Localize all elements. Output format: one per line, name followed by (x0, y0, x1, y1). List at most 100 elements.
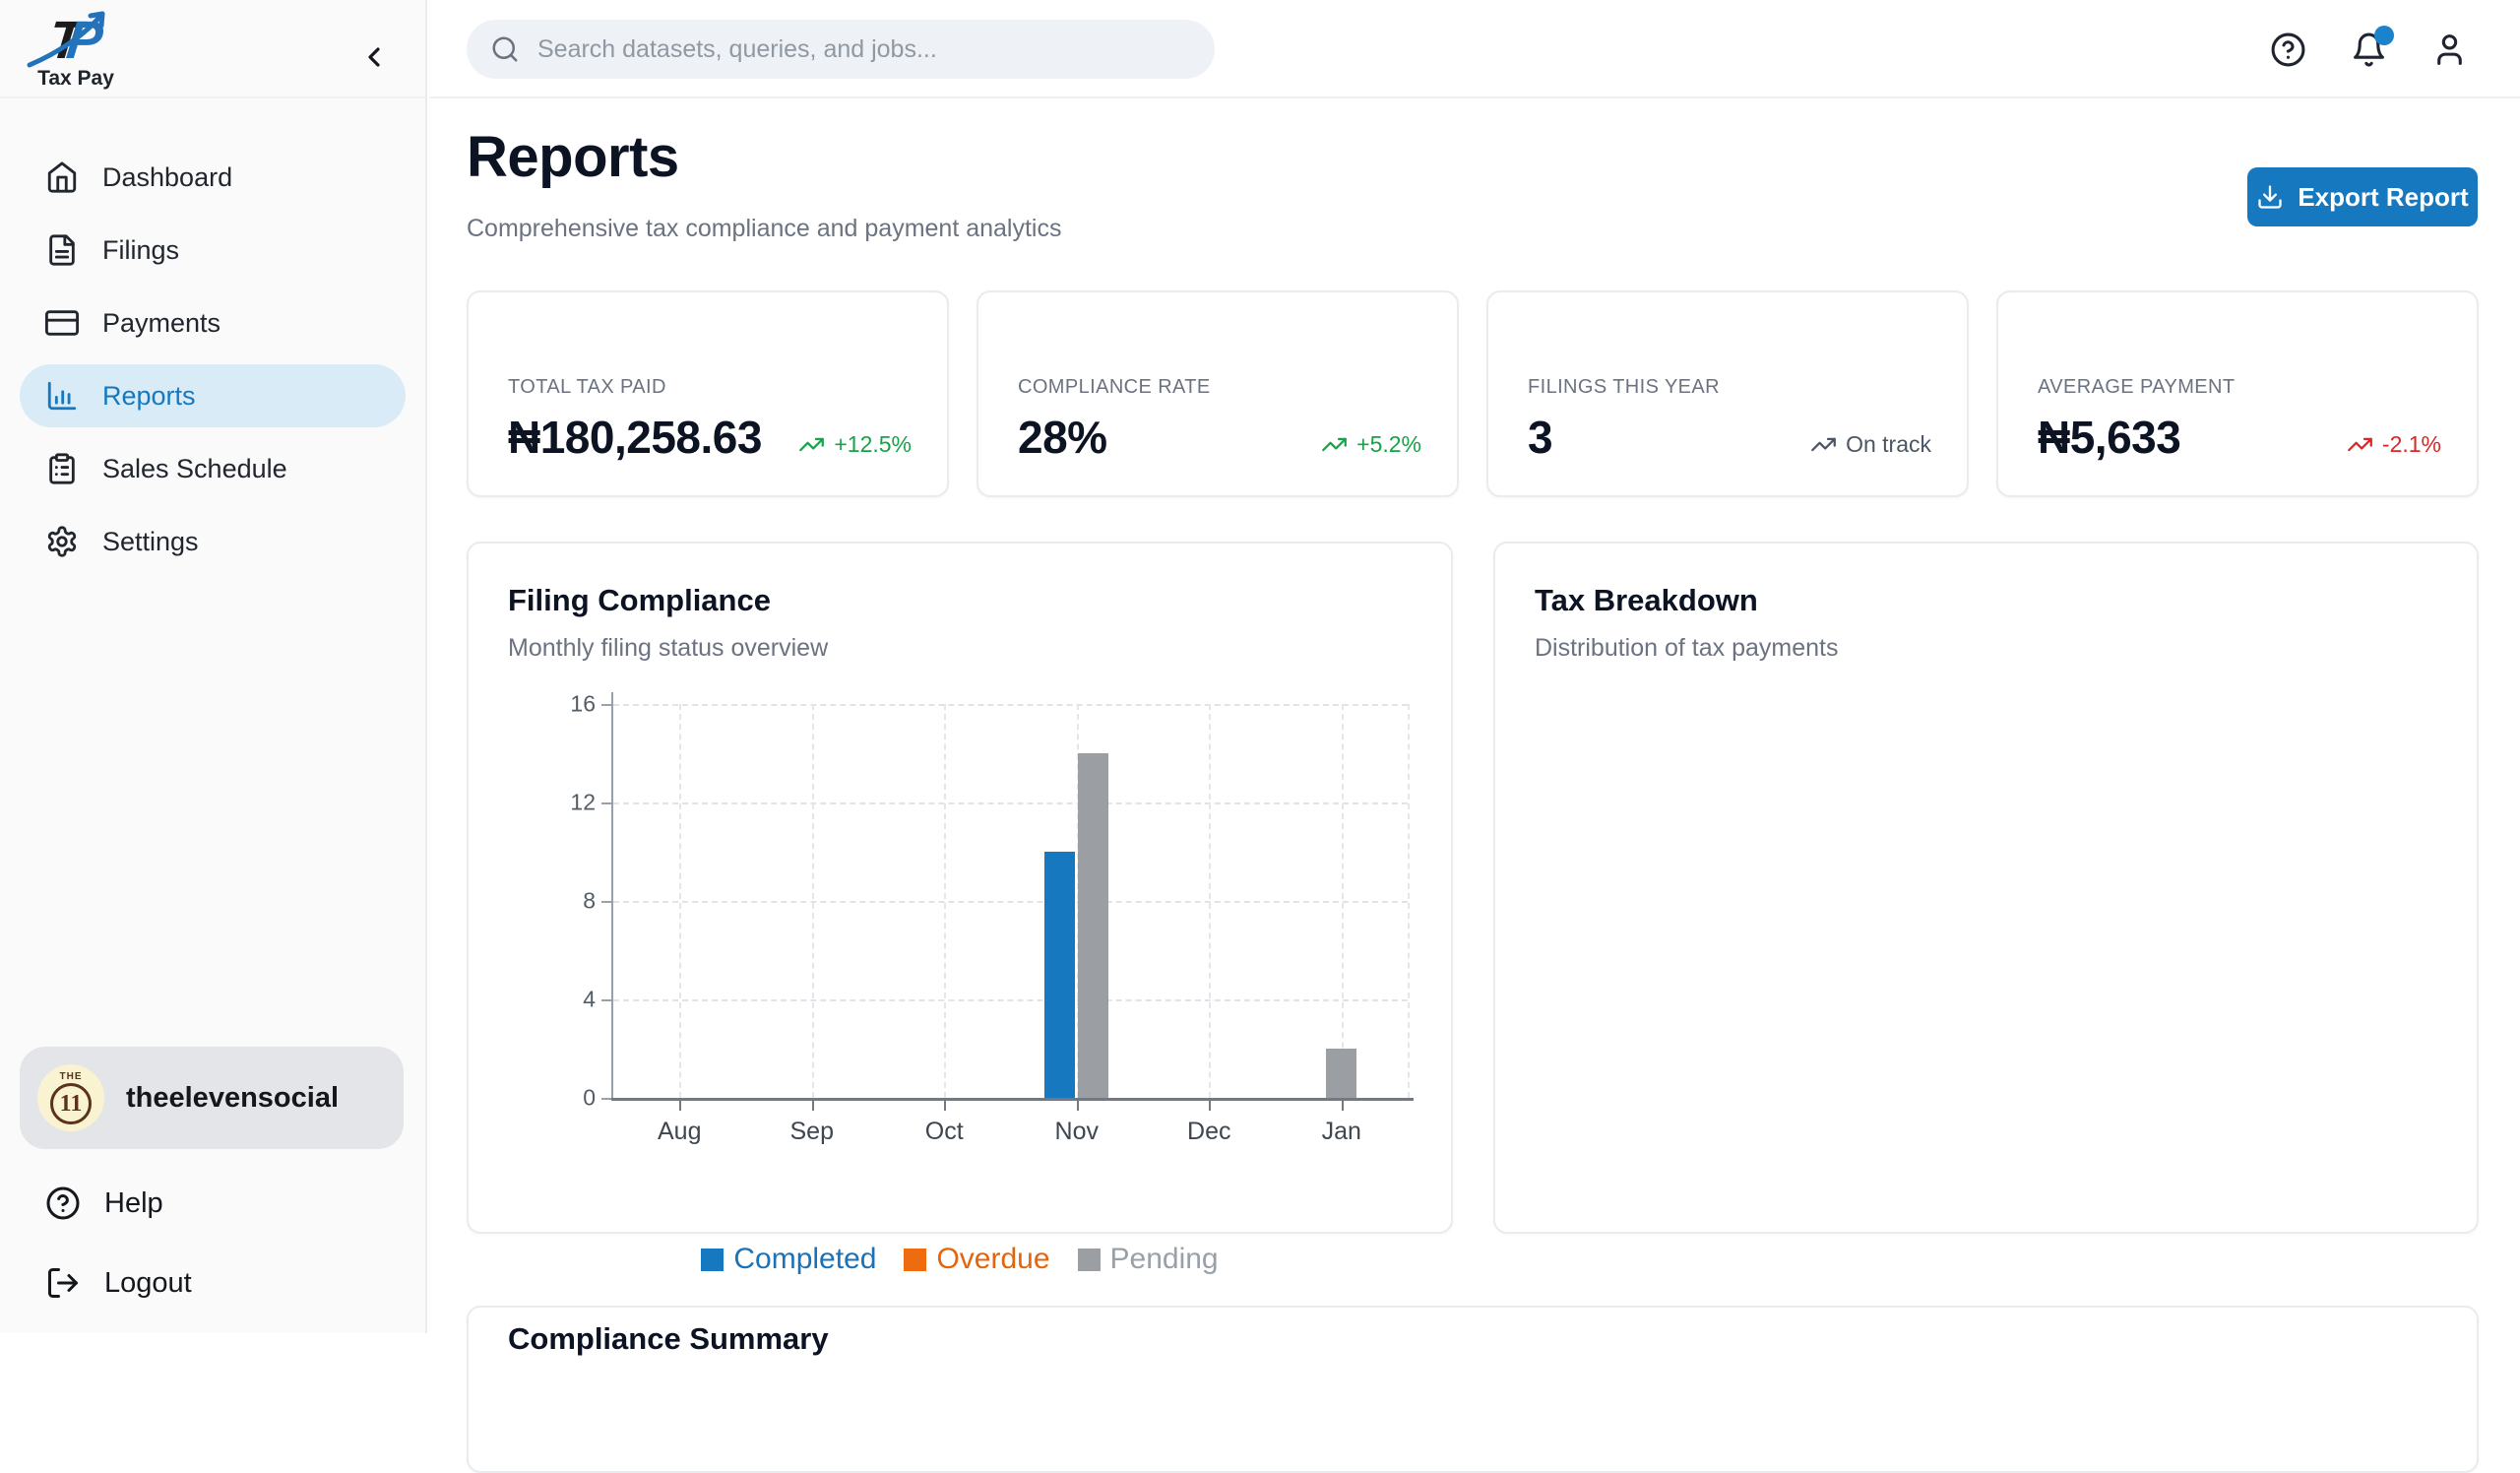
trending-up-icon (799, 437, 825, 452)
brand-name: Tax Pay (37, 67, 114, 90)
download-icon (2258, 185, 2282, 209)
logout-icon (48, 1268, 78, 1298)
stat-trend: +5.2% (1321, 431, 1421, 458)
clipboard-list-icon (49, 453, 75, 484)
y-axis-tick (601, 1098, 611, 1100)
sidebar-item-dashboard[interactable]: Dashboard (20, 146, 406, 209)
notification-dot (2374, 26, 2394, 45)
gridline (1408, 704, 1410, 1098)
tax-breakdown-card: Tax Breakdown Distribution of tax paymen… (1493, 542, 2479, 1234)
x-axis-tick (1209, 1101, 1212, 1111)
gridline (679, 704, 682, 1098)
gridline (811, 704, 814, 1098)
stat-trend-label: +12.5% (834, 431, 912, 457)
credit-card-icon (45, 310, 79, 336)
help-circle-icon (46, 1186, 80, 1220)
sidebar-item-label: Sales Schedule (102, 453, 287, 483)
sidebar-item-payments[interactable]: Payments (20, 291, 406, 354)
legend-item-completed: Completed (701, 1243, 876, 1276)
avatar: THE 11 (37, 1064, 104, 1131)
x-axis-tick (1341, 1101, 1344, 1111)
x-axis-tick (1076, 1101, 1079, 1111)
y-axis-tick (601, 802, 611, 804)
card-subtitle: Distribution of tax payments (1535, 634, 1839, 662)
gridline (944, 704, 947, 1098)
x-axis-tick (944, 1101, 947, 1111)
stat-trend: -2.1% (2347, 431, 2441, 458)
y-axis-label: 0 (583, 1084, 596, 1111)
sidebar-item-logout[interactable]: Logout (20, 1251, 406, 1314)
trending-up-icon (1322, 437, 1348, 452)
sidebar-item-label: Reports (102, 380, 196, 411)
legend-swatch (904, 1248, 927, 1271)
x-axis-label: Aug (658, 1118, 702, 1145)
gridline (613, 901, 1408, 903)
sidebar-item-reports[interactable]: Reports (20, 364, 406, 427)
y-axis-label: 16 (570, 690, 596, 717)
logout-label: Logout (104, 1266, 192, 1299)
stat-card-filings-this-year: FILINGS THIS YEAR 3 On track (1486, 290, 1969, 497)
y-axis-label: 4 (583, 986, 596, 1012)
help-button[interactable] (2268, 30, 2307, 69)
y-axis-tick (601, 999, 611, 1001)
legend-swatch (1077, 1248, 1101, 1271)
avatar-text-11: 11 (50, 1082, 92, 1124)
sidebar-item-label: Filings (102, 234, 180, 265)
x-axis-line (611, 1098, 1414, 1101)
sidebar-item-filings[interactable]: Filings (20, 219, 406, 282)
user-account-box[interactable]: THE 11 theelevensocial (20, 1047, 404, 1149)
topbar (429, 0, 2520, 98)
stat-label: AVERAGE PAYMENT (2038, 376, 2236, 398)
stat-value: 3 (1528, 412, 1553, 463)
stat-value: ₦5,633 (2038, 412, 2181, 463)
logo-letter-p: P (63, 11, 106, 70)
bar-pending-nov (1078, 753, 1109, 1098)
gridline (613, 704, 1408, 706)
sidebar-nav: Dashboard Filings Payments Reports Sales… (20, 146, 406, 583)
sidebar-collapse-button[interactable] (352, 35, 396, 79)
stat-label: FILINGS THIS YEAR (1528, 376, 1721, 398)
y-axis-line (611, 692, 613, 1098)
legend-item-overdue: Overdue (904, 1243, 1050, 1276)
gridline (1209, 704, 1212, 1098)
gridline (1341, 704, 1344, 1098)
filing-compliance-card: Filing Compliance Monthly filing status … (467, 542, 1453, 1275)
gridline (613, 802, 1408, 804)
chart-legend: Completed Overdue Pending (469, 1243, 1451, 1276)
sidebar-item-label: Dashboard (102, 161, 233, 192)
help-label: Help (104, 1186, 163, 1219)
search-bar (467, 20, 1215, 79)
x-axis-label: Nov (1054, 1118, 1099, 1145)
sidebar-item-help[interactable]: Help (20, 1172, 406, 1235)
profile-button[interactable] (2429, 30, 2469, 69)
stat-value: ₦180,258.63 (508, 412, 762, 463)
sidebar-item-settings[interactable]: Settings (20, 510, 406, 573)
legend-swatch (701, 1248, 724, 1271)
chevron-left-icon (368, 47, 380, 67)
file-text-icon (49, 234, 75, 266)
export-report-button[interactable]: Export Report (2247, 167, 2478, 226)
sidebar-item-label: Payments (102, 307, 221, 338)
stat-label: COMPLIANCE RATE (1018, 376, 1211, 398)
sidebar-item-label: Settings (102, 526, 199, 556)
gridline (613, 999, 1408, 1001)
legend-label: Completed (733, 1243, 877, 1275)
search-input[interactable] (537, 34, 1191, 64)
avatar-text-the: THE (59, 1070, 83, 1082)
page-subtitle: Comprehensive tax compliance and payment… (467, 215, 1062, 242)
trending-up-icon (1811, 437, 1836, 452)
gridline (1076, 704, 1079, 1098)
trending-up-icon (2348, 437, 2372, 452)
notifications-bell-icon (2353, 32, 2384, 66)
bar-completed-nov (1044, 852, 1076, 1098)
notifications-button[interactable] (2349, 26, 2394, 69)
legend-label: Pending (1109, 1243, 1219, 1275)
sidebar-item-sales-schedule[interactable]: Sales Schedule (20, 437, 406, 500)
stat-trend-label: +5.2% (1356, 431, 1421, 457)
card-title: Filing Compliance (508, 583, 771, 617)
x-axis-label: Jan (1321, 1118, 1361, 1145)
x-axis-label: Oct (924, 1118, 964, 1145)
